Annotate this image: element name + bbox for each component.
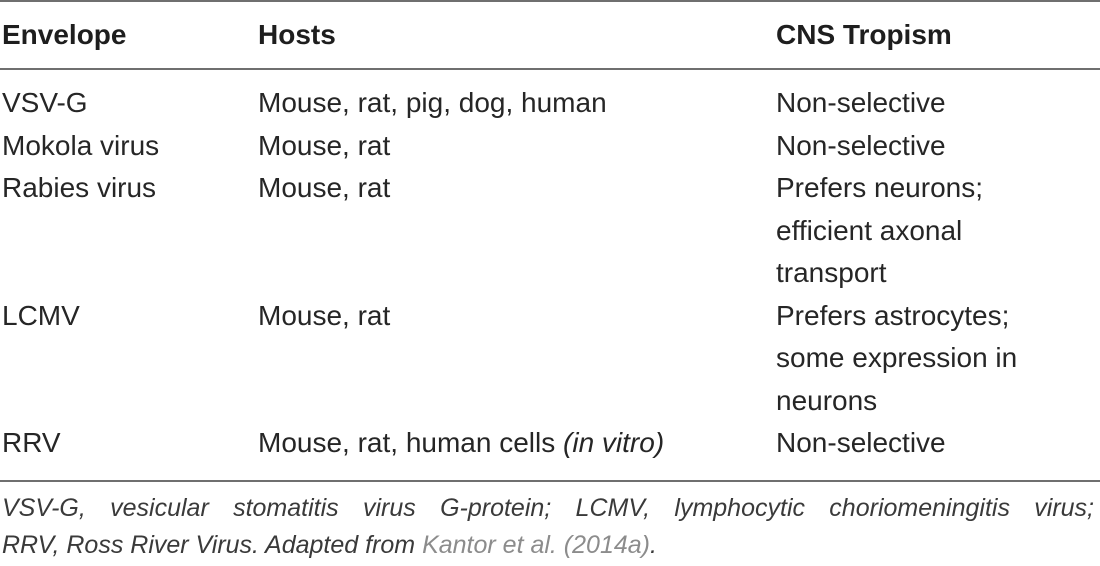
hosts-cell: Mouse, rat, human cells (in vitro) [258,422,664,465]
tropism-cell-line: efficient axonal [776,215,963,246]
hosts-cell: Mouse, rat [258,130,391,161]
envelope-cell: Mokola virus [2,130,160,161]
footnote-period: . [649,531,657,559]
tropism-cell: Non-selective [776,130,946,161]
table-footnote: VSV-G, vesicular stomatitis virus G-prot… [2,490,1094,564]
footnote-line: VSV-G, vesicular stomatitis virus G-prot… [2,494,1094,522]
hosts-cell: Mouse, rat [258,172,391,203]
tropism-cell: Non-selective [776,427,946,458]
reference-link[interactable]: Kantor et al. (2014a) [422,531,650,559]
table-bottom-rule [0,480,1100,482]
tropism-cell: Non-selective [776,87,946,118]
envelope-cell: VSV-G [2,87,88,118]
hosts-italic-note: (in vitro) [563,427,665,458]
tropism-cell-line: some expression in [776,342,1018,373]
table-header-rule [0,68,1100,70]
hosts-text: Mouse, rat, human cells [258,427,564,458]
envelope-cell: Rabies virus [2,172,157,203]
column-header-cns-tropism: CNS Tropism [776,19,952,50]
column-header-envelope: Envelope [2,19,127,50]
tropism-cell: Prefers neurons; [776,172,983,203]
envelope-cell: LCMV [2,300,80,331]
hosts-cell: Mouse, rat [258,300,391,331]
footnote-line: RRV, Ross River Virus. Adapted from Kant… [2,527,1094,564]
tropism-cell-line: transport [776,257,887,288]
table-top-rule [0,0,1100,2]
tropism-cell-line: neurons [776,385,878,416]
envelope-cell: RRV [2,427,61,458]
tropism-cell: Prefers astrocytes; [776,300,1010,331]
column-header-hosts: Hosts [258,19,336,50]
hosts-cell: Mouse, rat, pig, dog, human [258,87,607,118]
footnote-text: RRV, Ross River Virus. Adapted from [2,531,423,559]
